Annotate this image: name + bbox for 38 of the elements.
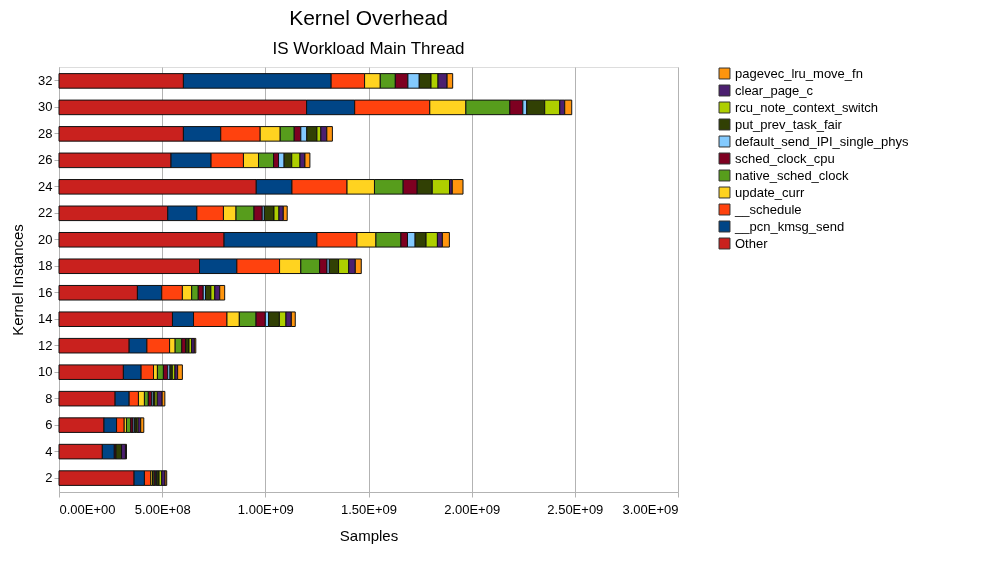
y-tick-label: 4 (45, 443, 53, 459)
legend-label: clear_page_c (735, 82, 814, 98)
x-tick-label: 2.00E+09 (444, 501, 501, 517)
legend-label: __pcn_kmsg_send (734, 218, 845, 234)
legend-label: put_prev_task_fair (735, 116, 843, 132)
y-tick-label: 16 (38, 284, 53, 300)
legend-label: sched_clock_cpu (735, 150, 835, 166)
legend-label: __schedule (734, 201, 802, 217)
y-tick-label: 6 (45, 417, 53, 433)
x-tick-label: 3.00E+09 (622, 501, 679, 517)
y-tick-label: 28 (38, 125, 53, 141)
legend-label: default_send_IPI_single_phys (735, 133, 909, 149)
y-tick-label: 12 (38, 337, 53, 353)
x-tick-label: 1.00E+09 (237, 501, 294, 517)
y-tick-label: 32 (38, 72, 53, 88)
y-tick-label: 10 (38, 364, 53, 380)
y-tick-label: 26 (38, 152, 53, 168)
x-tick-label: 1.50E+09 (340, 501, 398, 517)
legend-label: rcu_note_context_switch (735, 99, 879, 115)
legend-label: Other (735, 235, 769, 251)
y-tick-label: 20 (38, 231, 53, 247)
y-tick-label: 2 (45, 470, 53, 486)
x-tick-label: 0.00E+00 (59, 501, 116, 517)
legend-label: native_sched_clock (735, 167, 849, 183)
y-tick-label: 8 (45, 390, 53, 406)
y-tick-label: 14 (38, 311, 53, 327)
y-axis-title: Kernel Instances (9, 224, 27, 336)
chart-subtitle: IS Workload Main Thread (272, 39, 465, 58)
legend-label: pagevec_lru_move_fn (735, 65, 863, 81)
legend-label: update_curr (735, 184, 806, 200)
y-tick-label: 30 (38, 99, 53, 115)
y-tick-label: 22 (38, 205, 53, 221)
y-tick-label: 24 (38, 178, 53, 194)
x-tick-label: 5.00E+08 (134, 501, 191, 517)
x-tick-label: 2.50E+09 (547, 501, 604, 517)
x-axis-title: Samples (339, 526, 399, 544)
y-tick-label: 18 (38, 258, 53, 274)
chart-title: Kernel Overhead (289, 6, 448, 29)
